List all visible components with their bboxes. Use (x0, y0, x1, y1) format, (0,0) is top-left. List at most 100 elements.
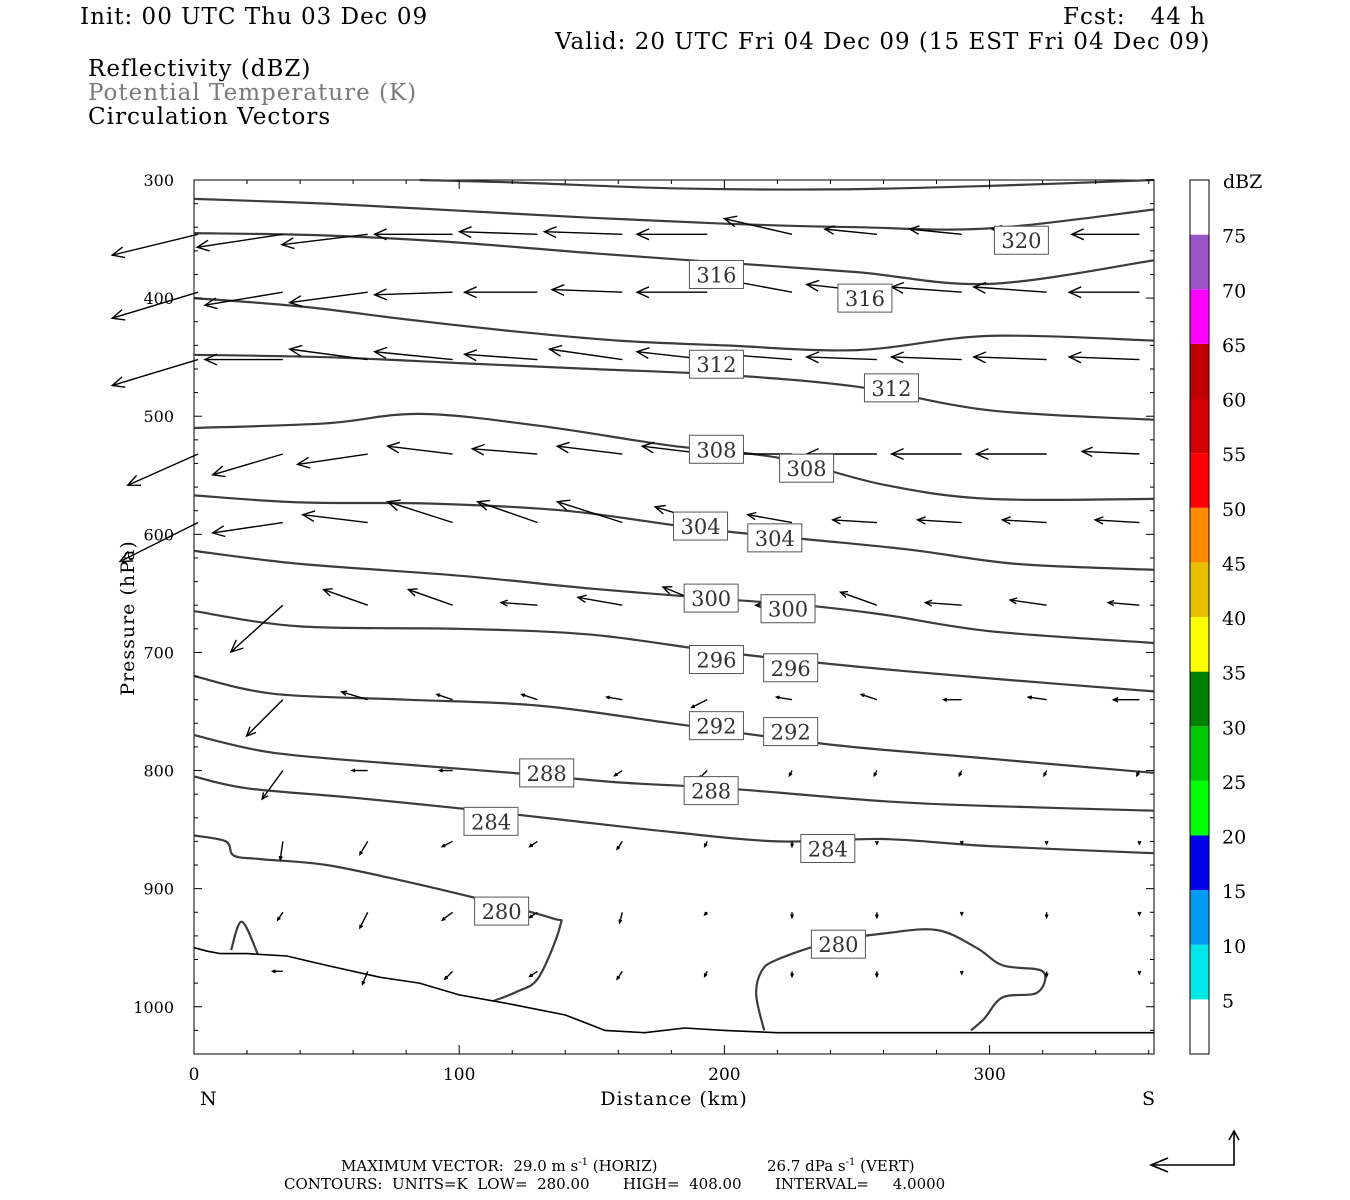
vector-head (635, 228, 650, 241)
vector-head (1044, 973, 1049, 979)
vector-shaft (302, 514, 368, 524)
vector-head (372, 288, 388, 301)
y-tick-label: 600 (143, 525, 174, 544)
circulation-vector (520, 693, 538, 701)
x-tick-label: 200 (708, 1065, 740, 1085)
vector-head (616, 975, 621, 981)
vector-shaft (521, 693, 538, 701)
circulation-vector (443, 970, 454, 981)
terrain-line (193, 946, 1154, 1034)
contour-labels: 320 316 316 312 312 308 308 304 304 300 300 296 296 2… (463, 225, 1049, 959)
y-tick-label: 300 (143, 171, 174, 190)
vector-head (547, 344, 563, 357)
circulation-vectors (110, 215, 1142, 986)
y-tick-label: 800 (143, 762, 174, 781)
vector-head (542, 226, 557, 239)
vector-shaft (408, 588, 453, 606)
vector-head (211, 465, 226, 478)
contour-label: 312 (863, 373, 919, 403)
vector-head (1137, 911, 1142, 917)
vector-head (385, 499, 401, 512)
contour-label-box (519, 758, 575, 788)
colorbar-swatch (1190, 343, 1209, 399)
isentrope-line (230, 920, 259, 955)
vector-shaft (747, 514, 793, 524)
field-circulation-vectors: Circulation Vectors (88, 104, 332, 130)
circulation-vector (838, 590, 878, 606)
vector-shaft (552, 288, 623, 293)
circulation-vector (372, 228, 453, 241)
vector-shaft (1082, 450, 1140, 455)
circulation-vector (118, 521, 199, 563)
vector-head (703, 911, 708, 917)
vector-head (1044, 914, 1049, 920)
vector-head (1136, 772, 1140, 778)
vector-head (753, 601, 763, 609)
vector-shaft (279, 841, 284, 860)
contour-label-text: 308 (787, 457, 827, 481)
vector-head (555, 499, 571, 512)
vector-head (359, 924, 364, 930)
circulation-vector (437, 768, 453, 773)
contour-label-box (688, 259, 744, 289)
vector-head (1070, 228, 1085, 241)
circulation-vector (1026, 695, 1047, 701)
vector-head (889, 447, 904, 461)
vector-head (616, 845, 621, 851)
vector-head (520, 693, 526, 698)
vector-shaft (891, 286, 962, 293)
circulation-vector (406, 588, 453, 606)
vector-head (550, 284, 565, 297)
vector-head (110, 309, 126, 321)
circulation-vector (385, 441, 453, 455)
isentrope-line (193, 834, 563, 1002)
contour-label-box (688, 349, 744, 379)
circulation-vector (1044, 912, 1049, 920)
contour-label: 284 (463, 806, 519, 836)
colorbar-level-label: 30 (1222, 717, 1246, 739)
y-tick-label: 400 (143, 289, 174, 308)
vector-shaft (1002, 519, 1047, 524)
circulation-vector (804, 351, 877, 364)
circulation-vector (889, 351, 962, 364)
circulation-vector (550, 284, 623, 297)
vector-shaft (1108, 601, 1140, 606)
contour-label-box (837, 283, 893, 313)
vector-head (923, 599, 933, 607)
vector-head (576, 594, 587, 603)
vector-head (1044, 840, 1049, 846)
circulation-vector (972, 281, 1047, 294)
contour-label-text: 304 (755, 527, 795, 551)
contour-label-text: 284 (808, 837, 848, 861)
contour-label-text: 316 (696, 263, 736, 287)
circulation-vector (110, 291, 199, 321)
terrain-line (193, 946, 1154, 1034)
x-tick-label: 300 (973, 1065, 1005, 1085)
circulation-vector (211, 521, 283, 538)
y-tick-label: 900 (143, 880, 174, 899)
vector-shaft (1069, 356, 1140, 361)
contour-info: CONTOURS: UNITS=K LOW= 280.00 HIGH= 408.… (284, 1175, 946, 1193)
contour-label-text: 320 (1001, 229, 1041, 253)
circulation-vector (321, 588, 368, 606)
circulation-vector (1136, 770, 1141, 778)
vector-head (874, 973, 879, 979)
circulation-vector (958, 770, 963, 778)
circulation-vector (788, 770, 793, 778)
y-tick-label: 500 (143, 407, 174, 426)
vector-head (440, 843, 446, 848)
circulation-vector (270, 969, 283, 974)
vector-head (300, 510, 316, 522)
vector-shaft (119, 521, 199, 563)
vector-shaft (840, 591, 878, 606)
colorbar-swatch (1190, 617, 1209, 672)
circulation-vector (528, 970, 538, 978)
contour-label-text: 288 (527, 762, 567, 786)
vector-shaft (557, 501, 623, 524)
circulation-vector (276, 911, 284, 922)
vector-head (288, 295, 303, 308)
vector-head (859, 693, 865, 698)
vector-head (261, 792, 269, 801)
circulation-vector (790, 971, 795, 979)
vector-head (690, 704, 696, 709)
